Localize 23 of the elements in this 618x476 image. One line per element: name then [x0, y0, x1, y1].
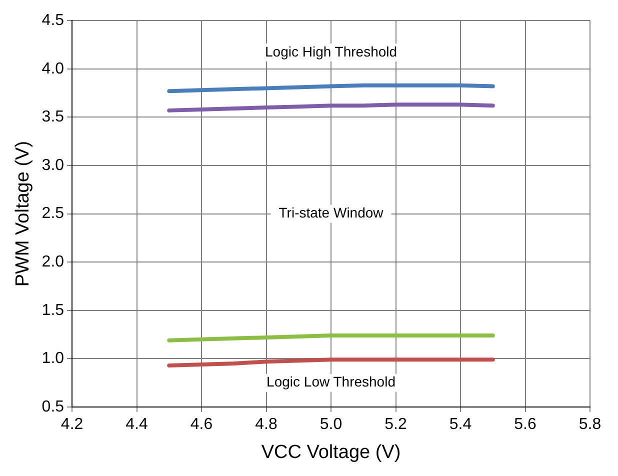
y-tick-label: 1.0	[42, 350, 64, 368]
y-axis-title: PWM Voltage (V)	[12, 140, 34, 287]
x-tick-label: 4.6	[190, 416, 213, 434]
x-tick-label: 4.2	[60, 416, 84, 434]
y-tick-label: 3.5	[42, 108, 64, 126]
x-tick-label: 4.8	[255, 416, 278, 434]
x-tick-label: 4.4	[126, 416, 148, 434]
y-tick-label: 2.5	[42, 205, 64, 222]
y-tick-label: 2.0	[42, 254, 64, 271]
y-tick-label: 3.0	[42, 156, 64, 174]
y-tick-label: 4.5	[42, 12, 64, 30]
x-tick-label: 5.6	[514, 416, 536, 434]
y-tick-label: 4.0	[42, 60, 64, 78]
x-axis-title: VCC Voltage (V)	[261, 442, 401, 463]
annotation: Logic High Threshold	[265, 43, 398, 60]
y-tick-label: 1.5	[42, 302, 64, 319]
y-tick-label: 0.5	[42, 398, 64, 416]
x-tick-label: 5.4	[449, 416, 472, 434]
x-tick-label: 5.8	[578, 416, 602, 434]
x-tick-label: 5.0	[320, 416, 342, 434]
x-tick-label: 5.2	[384, 416, 407, 434]
annotation: Tri-state Window	[278, 204, 384, 221]
annotation: Logic Low Threshold	[266, 374, 396, 390]
